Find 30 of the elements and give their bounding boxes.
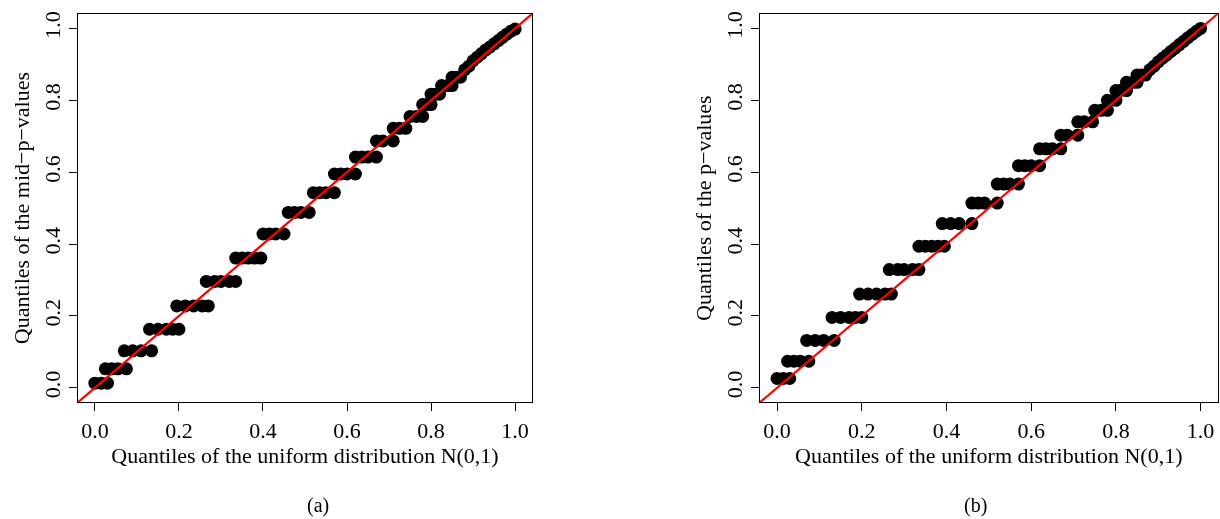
y-tick-label: 0.8 xyxy=(40,83,66,111)
y-tick-label: 0.4 xyxy=(40,227,66,255)
x-tick-label: 0.8 xyxy=(417,417,445,443)
x-axis-title: Quantiles of the uniform distribution N(0,1) xyxy=(111,442,499,468)
text: 0.0 xyxy=(722,370,748,399)
text: 0.0 xyxy=(40,370,66,399)
y-axis-title: Quantiles of the mid−p−values xyxy=(9,71,35,345)
y-tick-label: 0.6 xyxy=(722,155,748,183)
x-tick-label: 0.6 xyxy=(333,417,361,443)
text: 1.0 xyxy=(501,417,529,443)
x-tick-label: 0.4 xyxy=(932,417,961,443)
text: 1.0 xyxy=(1186,417,1215,443)
y-axis-title: Quantiles of the p−values xyxy=(691,95,717,321)
text: 0.0 xyxy=(763,417,791,443)
text: 1.0 xyxy=(722,11,748,39)
x-tick-label: 0.8 xyxy=(1102,417,1130,443)
y-tick-label: 0.4 xyxy=(722,227,748,255)
text: 0.0 xyxy=(81,417,109,443)
x-tick-label: 0.2 xyxy=(165,417,193,443)
text: (a) xyxy=(307,494,330,517)
x-axis-title: Quantiles of the uniform distribution N(0,1) xyxy=(795,442,1183,468)
y-tick-label: 0.2 xyxy=(40,298,66,327)
text: 1.0 xyxy=(40,11,66,39)
x-tick-label: 0.6 xyxy=(1017,417,1045,443)
x-tick-label: 0.2 xyxy=(847,417,876,443)
text: (b) xyxy=(964,494,988,517)
x-tick-label: 0.4 xyxy=(249,417,277,443)
y-tick-label: 0.8 xyxy=(722,83,748,111)
y-tick-label: 0.6 xyxy=(40,155,66,183)
y-tick-label: 0.2 xyxy=(722,298,748,327)
